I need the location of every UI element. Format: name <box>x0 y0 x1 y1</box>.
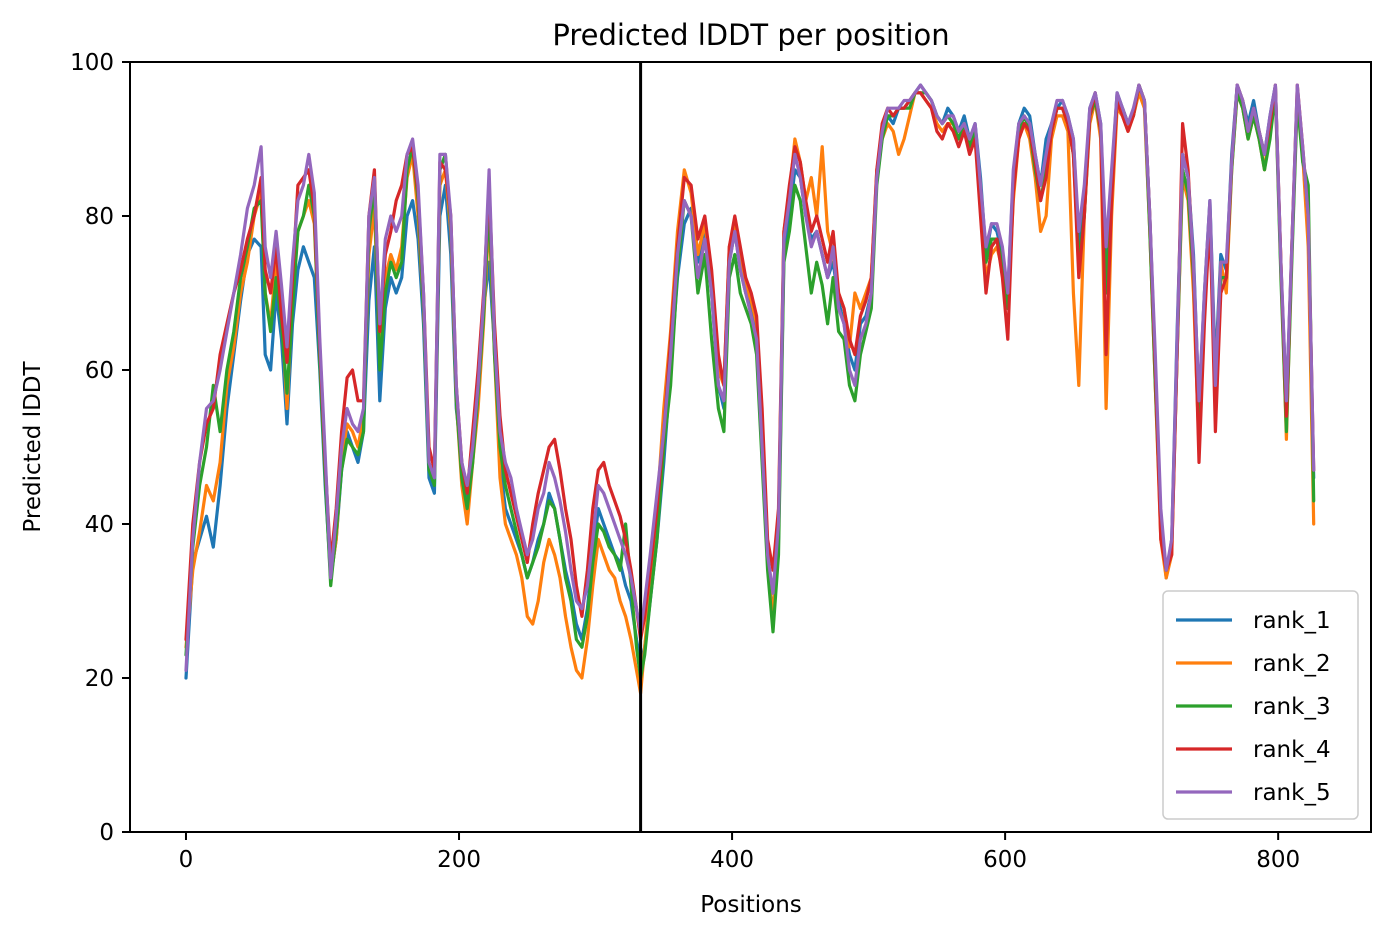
y-tick-label: 60 <box>85 358 114 384</box>
chart-title: Predicted lDDT per position <box>552 18 949 52</box>
y-axis-label: Predicted lDDT <box>20 360 46 532</box>
y-tick-label: 80 <box>85 204 114 230</box>
legend-label-rank-3: rank_3 <box>1253 694 1331 720</box>
x-axis-label: Positions <box>700 892 802 918</box>
x-tick-label: 0 <box>179 847 194 873</box>
y-axis: 0 20 40 60 80 100 <box>70 50 130 846</box>
x-tick-label: 800 <box>1256 847 1300 873</box>
plot-area-frame <box>129 61 1372 833</box>
x-tick-label: 600 <box>983 847 1027 873</box>
legend-box <box>1162 590 1359 820</box>
x-tick-label: 400 <box>710 847 754 873</box>
legend-label-rank-5: rank_5 <box>1253 780 1331 806</box>
y-tick-label: 40 <box>85 512 114 538</box>
y-tick-label: 0 <box>99 820 114 846</box>
legend-label-rank-4: rank_4 <box>1253 737 1331 763</box>
legend-label-rank-1: rank_1 <box>1253 608 1331 634</box>
y-tick-label: 100 <box>70 50 114 76</box>
legend-label-rank-2: rank_2 <box>1253 651 1331 677</box>
y-tick-label: 20 <box>85 666 114 692</box>
series-line-rank-5 <box>184 83 1316 672</box>
legend: rank_1 rank_2 rank_3 rank_4 rank_5 <box>1162 590 1359 820</box>
series-layer <box>184 83 1316 695</box>
x-axis: 0 200 400 600 800 <box>179 832 1300 873</box>
x-tick-label: 200 <box>437 847 481 873</box>
